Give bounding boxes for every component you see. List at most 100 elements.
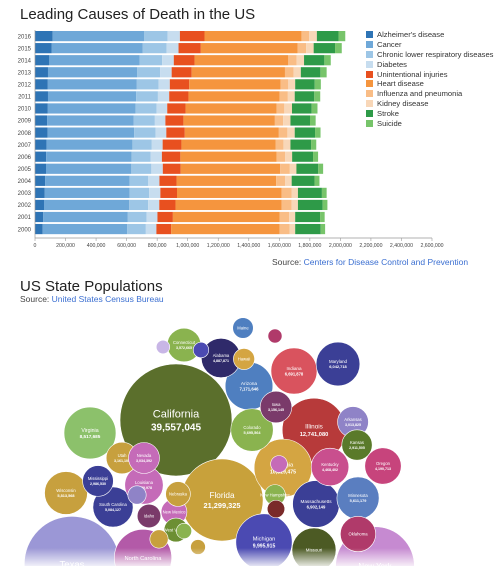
- y-tick-label: 2001: [18, 215, 32, 221]
- bar-segment: [151, 139, 163, 150]
- bar-segment: [291, 199, 298, 211]
- bar-segment: [169, 91, 189, 102]
- bar-segment: [165, 115, 184, 126]
- bar-segment: [181, 139, 276, 150]
- bar-segment: [35, 79, 48, 90]
- bar-segment: [179, 31, 205, 42]
- legend-item: Kidney disease: [366, 99, 493, 109]
- bar-segment: [287, 91, 295, 102]
- bubble: [176, 523, 192, 539]
- bubble-value-label: 9,995,915: [253, 543, 276, 549]
- bubble-name-label: Hawaii: [238, 356, 251, 361]
- x-tick-label: 1,200,000: [207, 243, 230, 249]
- bar-segment: [162, 139, 182, 150]
- bar-segment: [149, 187, 161, 198]
- source-link-cdc[interactable]: Centers for Disease Control and Preventi…: [303, 257, 469, 267]
- bar-segment: [278, 127, 288, 138]
- bar-segment: [300, 67, 321, 78]
- bar-segment: [159, 175, 177, 186]
- chart-title-causes: Leading Causes of Death in the US: [20, 6, 256, 23]
- bubble-value-label: 4,659,978: [136, 486, 152, 490]
- y-tick-label: 2009: [18, 119, 32, 125]
- bar-segment: [188, 91, 280, 102]
- bubble-value-label: 4,887,871: [213, 359, 229, 363]
- bar-segment: [154, 115, 166, 126]
- bar-segment: [335, 43, 342, 54]
- y-tick-label: 2015: [18, 46, 32, 52]
- bar-segment: [160, 187, 178, 198]
- bubble-name-label: Missouri: [306, 548, 322, 553]
- legend-label: Alzheimer's disease: [377, 30, 445, 40]
- bar-segment: [281, 199, 292, 211]
- bubble-name-label: Minnesota: [348, 493, 368, 498]
- bar-segment: [320, 211, 325, 223]
- y-tick-label: 2007: [18, 143, 32, 149]
- bar-segment: [156, 103, 168, 114]
- bar-segment: [180, 151, 277, 162]
- bar-segment: [289, 163, 297, 174]
- source-label: Source:: [20, 294, 50, 304]
- bubble-name-label: Idaho: [144, 513, 155, 518]
- bubble-value-label: 2,986,530: [90, 482, 106, 486]
- bar-segment: [166, 43, 179, 54]
- bubble-value-label: 5,611,179: [350, 499, 367, 503]
- chart-source-census: Source: United States Census Bureau: [20, 294, 164, 304]
- bubble-value-label: 5,084,127: [105, 508, 121, 512]
- bar-segment: [292, 151, 314, 162]
- bubble: [230, 408, 274, 452]
- bar-segment: [301, 31, 310, 42]
- bubble-name-label: Colorado: [243, 425, 261, 430]
- bubble-name-label: Maryland: [329, 359, 348, 364]
- legend-swatch: [366, 80, 373, 88]
- legend-label: Unintentional injuries: [377, 69, 448, 79]
- x-tick-label: 0: [34, 243, 37, 249]
- source-link-census[interactable]: United States Census Bureau: [51, 294, 164, 304]
- bar-segment: [322, 199, 328, 211]
- bar-segment: [42, 223, 128, 235]
- bar-segment: [133, 115, 155, 126]
- legend-label: Cancer: [377, 40, 402, 50]
- y-tick-label: 2014: [18, 58, 32, 64]
- bubble-name-label: California: [153, 409, 200, 421]
- x-tick-label: 1,800,000: [298, 243, 321, 249]
- bar-segment: [289, 211, 296, 223]
- bubble: [192, 341, 210, 359]
- bubble-name-label: North Carolina: [125, 556, 163, 562]
- bubble-value-label: 39,557,045: [151, 423, 201, 434]
- bar-segment: [159, 199, 176, 211]
- bar-segment: [281, 187, 292, 198]
- legend-label: Diabetes: [377, 59, 407, 69]
- bubble-value-label: 12,741,080: [300, 432, 329, 438]
- legend-swatch: [366, 90, 373, 98]
- bar-segment: [47, 67, 138, 78]
- bar-segment: [171, 223, 280, 235]
- bubble-name-label: Oregon: [376, 461, 391, 466]
- bar-segment: [291, 187, 298, 198]
- bar-segment: [145, 223, 157, 235]
- bar-segment: [297, 187, 322, 198]
- bar-segment: [35, 127, 48, 138]
- bar-segment: [52, 31, 145, 42]
- bar-segment: [276, 103, 285, 114]
- y-tick-label: 2012: [18, 83, 32, 89]
- y-tick-label: 2016: [18, 34, 32, 40]
- bar-segment: [166, 127, 185, 138]
- bar-segment: [51, 43, 143, 54]
- bar-segment: [35, 103, 48, 114]
- bubble-name-label: Arizona: [241, 381, 258, 387]
- bar-segment: [279, 211, 290, 223]
- bar-segment: [324, 55, 331, 66]
- bar-segment: [47, 115, 134, 126]
- bar-segment: [35, 55, 50, 66]
- legend-label: Suicide: [377, 118, 402, 128]
- bar-segment: [280, 163, 290, 174]
- bar-segment: [183, 115, 275, 126]
- legend-swatch: [366, 109, 373, 117]
- bubble-name-label: Virginia: [81, 428, 98, 434]
- legend-swatch: [366, 31, 373, 39]
- legend-item: Chronic lower respiratory diseases: [366, 50, 493, 60]
- x-tick-label: 1,600,000: [268, 243, 291, 249]
- bar-segment: [171, 67, 192, 78]
- bar-segment: [151, 163, 163, 174]
- bubble-value-label: 5,695,564: [244, 431, 262, 435]
